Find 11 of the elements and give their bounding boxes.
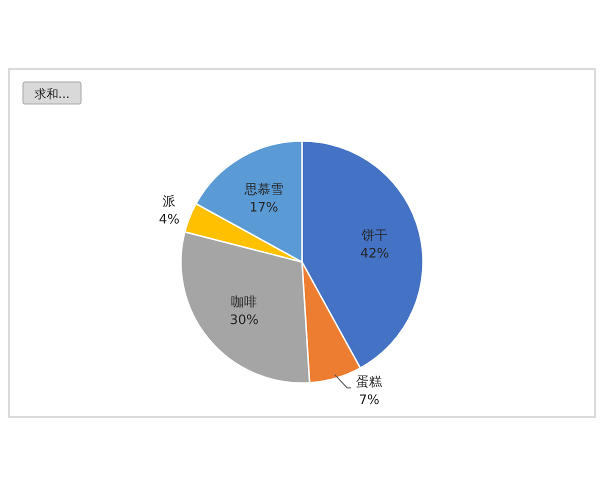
slice-label: 饼干 xyxy=(360,228,388,244)
data-label: 7% xyxy=(358,392,380,408)
slice-label: 派 xyxy=(162,194,176,210)
data-label: 4% xyxy=(158,212,180,228)
data-label: 17% xyxy=(249,200,278,216)
field-button: 求和... xyxy=(22,82,82,104)
slice-label: 蛋糕 xyxy=(356,374,382,390)
data-label: 30% xyxy=(230,312,259,328)
slice-label: 咖啡 xyxy=(231,294,258,310)
data-label: 42% xyxy=(360,246,390,262)
slice-label: 思慕雪 xyxy=(243,182,284,198)
